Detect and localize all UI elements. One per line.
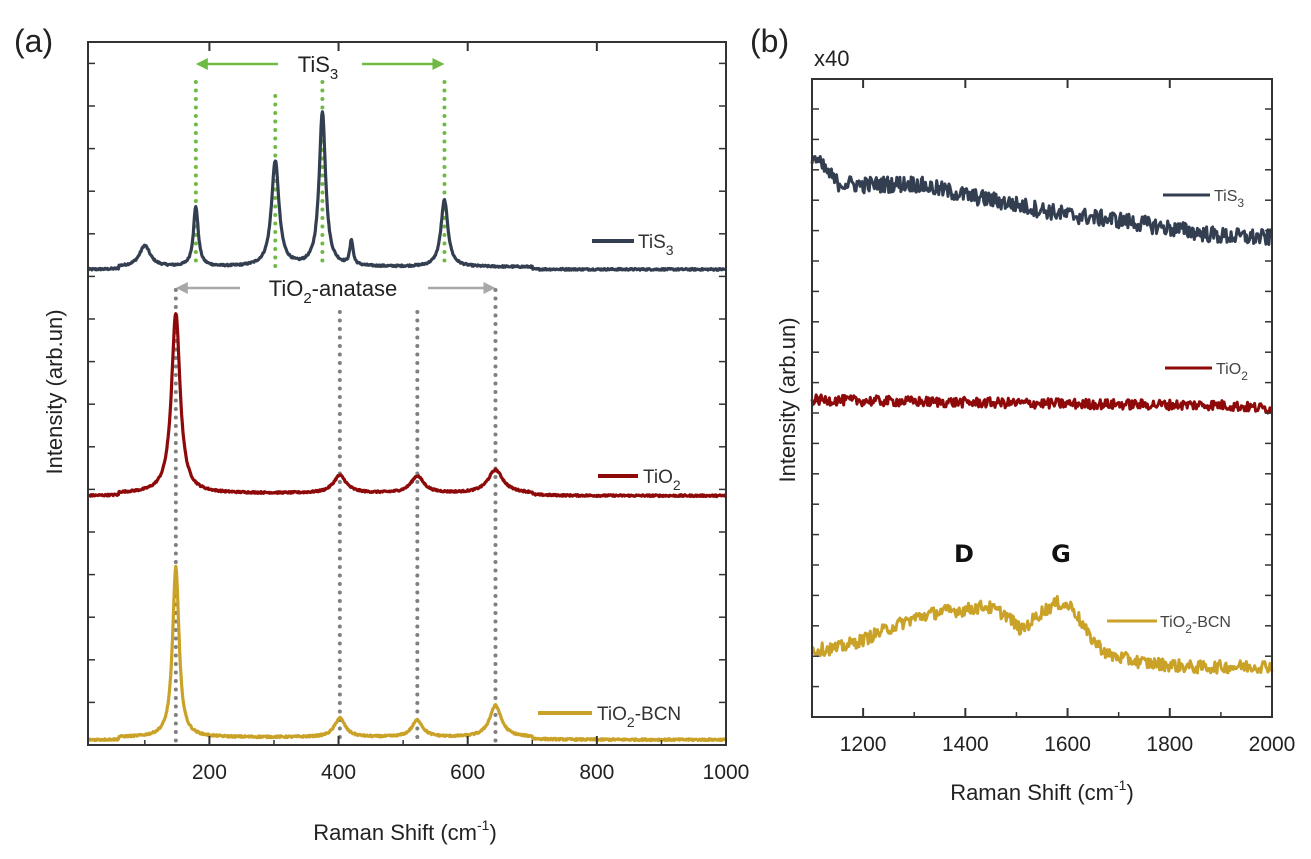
- x-tick-label: 400: [321, 761, 356, 784]
- panel-a-label: (a): [14, 23, 53, 59]
- panel-b-y-axis-label: Intensity (arb.un): [775, 317, 800, 482]
- legend-a-bcn: TiO2-BCN: [538, 704, 681, 730]
- anatase-range-arrow-right-arrowhead: [483, 282, 496, 294]
- x-tick-label: 600: [450, 761, 485, 784]
- legend-b-tis3: TiS3: [1163, 188, 1244, 210]
- series-tio2-line: [810, 393, 1274, 415]
- legend-a-tis3: TiS3: [592, 232, 674, 258]
- legend-label: TiO2-BCN: [1160, 614, 1231, 636]
- scale-factor-note: x40: [814, 46, 849, 71]
- panel-b: (b) x40 1200 1400 1600 1800 2000 Intensity (…: [750, 23, 1295, 805]
- panel-a-frame: [87, 41, 727, 746]
- panel-b-label: (b): [750, 23, 789, 59]
- legend-label: TiO2: [643, 467, 681, 493]
- panel-a: (a) 200 400 600 800 1000 Intensity (arb.un) …: [14, 23, 749, 845]
- series-tis3-line: [86, 110, 727, 272]
- x-tick-label: 200: [192, 761, 227, 784]
- panel-b-frame: [811, 78, 1273, 718]
- tis3-annotation-label: TiS3: [298, 52, 339, 83]
- tis3-range-arrow-left-arrowhead: [195, 58, 208, 70]
- legend-label: TiS3: [638, 232, 674, 258]
- series-tis3-line: [810, 155, 1273, 246]
- anatase-range-arrow-left-arrowhead: [175, 282, 188, 294]
- legend-b-bcn: TiO2-BCN: [1107, 614, 1231, 636]
- x-tick-label: 1400: [942, 733, 989, 756]
- x-tick-label: 2000: [1249, 733, 1296, 756]
- panel-b-x-axis-label: Raman Shift (cm-1): [950, 777, 1134, 805]
- panel-a-x-axis-label: Raman Shift (cm-1): [313, 817, 497, 845]
- d-band-label: D: [954, 540, 974, 568]
- tis3-range-arrow-right-arrowhead: [432, 58, 445, 70]
- series-bcn-line: [86, 564, 728, 743]
- x-tick-label: 800: [579, 761, 614, 784]
- x-tick-label: 1800: [1146, 733, 1193, 756]
- g-band-label: G: [1051, 540, 1071, 568]
- anatase-annotation-label: TiO2-anatase: [269, 276, 398, 307]
- legend-b-tio2: TiO2: [1165, 361, 1248, 383]
- legend-label: TiO2: [1216, 361, 1248, 383]
- legend-label: TiO2-BCN: [597, 704, 681, 730]
- x-tick-label: 1600: [1044, 733, 1091, 756]
- legend-a-tio2: TiO2: [598, 467, 681, 493]
- series-tio2-line: [87, 312, 727, 499]
- panel-a-y-axis-label: Intensity (arb.un): [42, 309, 67, 474]
- x-tick-label: 1000: [703, 761, 750, 784]
- series-bcn-line: [811, 594, 1274, 675]
- legend-label: TiS3: [1214, 188, 1244, 210]
- x-tick-label: 1200: [840, 733, 887, 756]
